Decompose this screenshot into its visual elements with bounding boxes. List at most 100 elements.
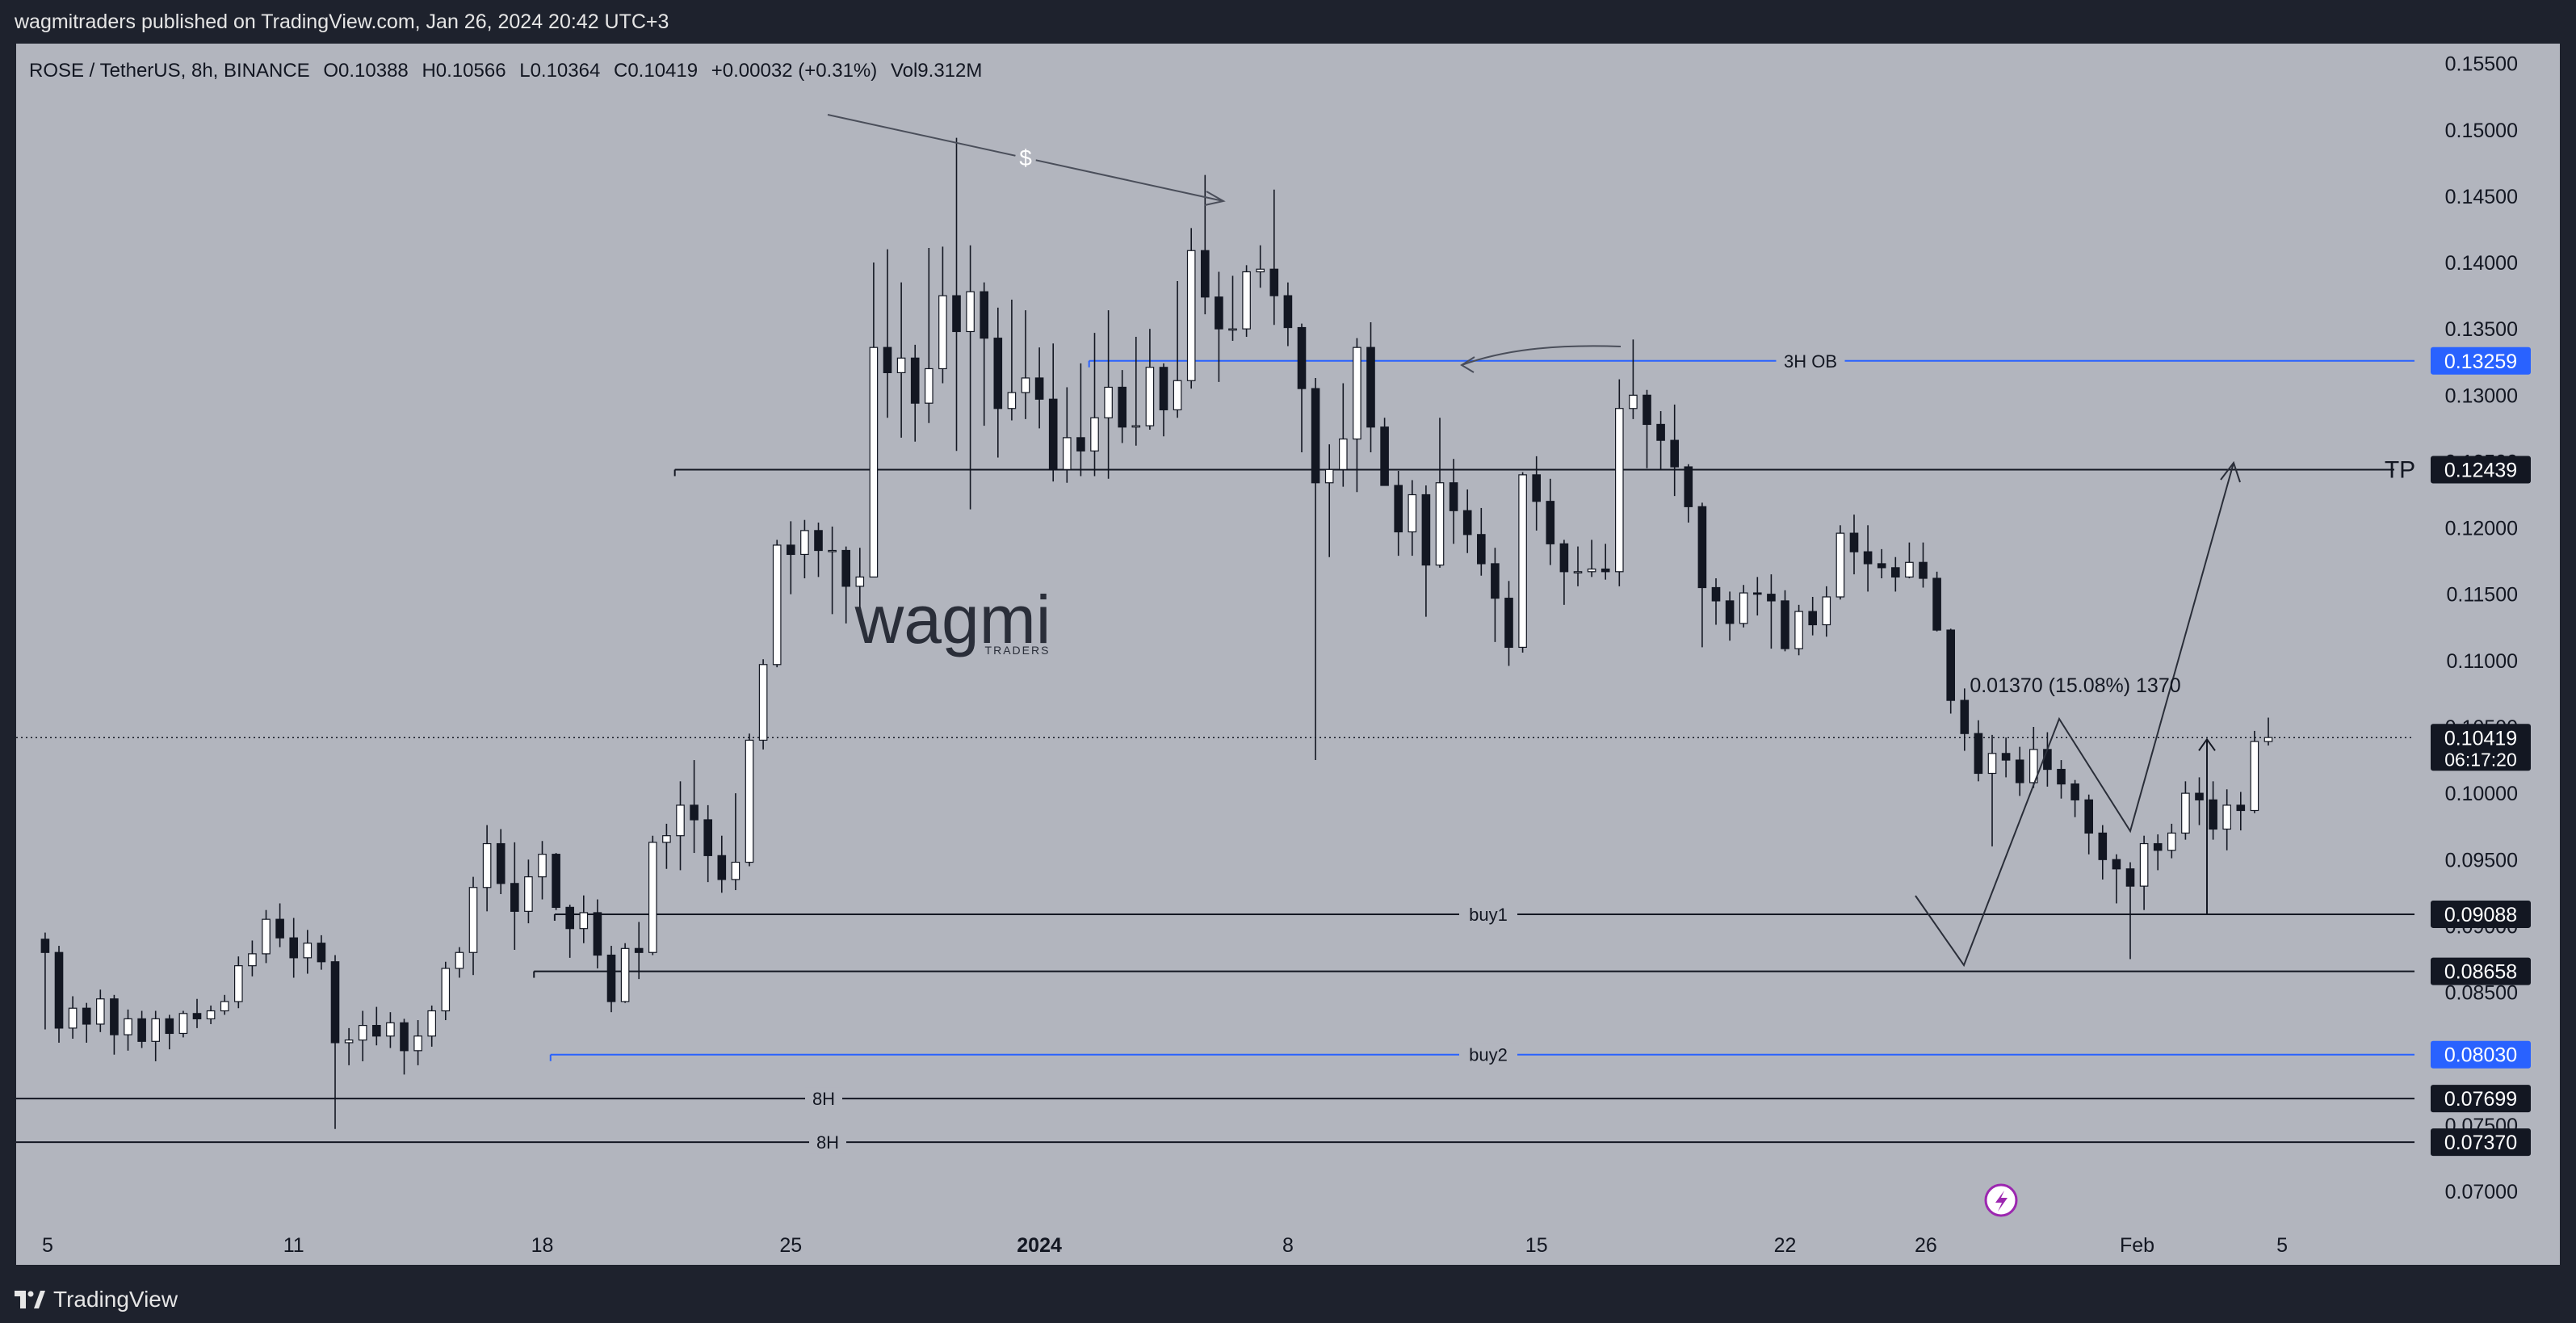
x-tick-label: 26: [1915, 1234, 1937, 1257]
tradingview-brand[interactable]: TradingView: [15, 1287, 178, 1312]
candle-body: [814, 530, 823, 552]
published-header: wagmitraders published on TradingView.co…: [0, 0, 2576, 44]
candle-body: [2236, 804, 2246, 812]
legend-close: C0.10419: [614, 60, 699, 82]
candlestick-chart[interactable]: 0.070000.075000.080000.085000.090000.095…: [16, 44, 2560, 1265]
candle-body: [1960, 699, 1970, 734]
candle-body: [1919, 561, 1928, 579]
tradingview-brand-text: TradingView: [53, 1287, 178, 1312]
legend-symbol[interactable]: ROSE / TetherUS, 8h, BINANCE: [29, 60, 310, 82]
candle-body: [1269, 268, 1279, 296]
candle-body: [552, 854, 560, 908]
candle-body: [482, 842, 492, 888]
candle-body: [468, 887, 478, 953]
candle-body: [925, 368, 933, 404]
candle-body: [869, 346, 879, 578]
candle-body: [1421, 494, 1431, 566]
y-tick-label: 0.13000: [2445, 384, 2518, 407]
price-tag-label: 0.07699: [2444, 1088, 2517, 1111]
candle-body: [1905, 561, 1914, 578]
candle-body: [1629, 394, 1638, 410]
candle-body: [1324, 468, 1334, 484]
legend-volume: Vol9.312M: [890, 60, 983, 82]
candle-body: [303, 943, 313, 959]
candle-body: [455, 951, 464, 969]
candle-body: [262, 918, 271, 955]
candle-body: [1048, 398, 1058, 470]
candle-body: [40, 939, 50, 953]
candle-body: [731, 861, 740, 880]
candle-body: [1104, 386, 1113, 418]
x-tick-label: 25: [779, 1234, 802, 1257]
candle-body: [358, 1024, 367, 1041]
price-tag-label: 0.12439: [2444, 459, 2517, 481]
legend-change: +0.00032 (+0.31%): [711, 60, 878, 82]
candle-body: [579, 912, 589, 930]
watermark-traders: TRADERS: [985, 644, 1051, 657]
y-tick-label: 0.10000: [2445, 783, 2518, 805]
candle-body: [1408, 494, 1417, 533]
candle-body: [1394, 485, 1403, 533]
candle-body: [2153, 842, 2163, 851]
candle-body: [593, 912, 602, 956]
candle-body: [1504, 598, 1513, 649]
candle-body: [841, 549, 851, 587]
chart-area[interactable]: 0.070000.075000.080000.085000.090000.095…: [16, 44, 2560, 1265]
candle-body: [68, 1007, 78, 1029]
x-tick-label: 5: [2276, 1234, 2288, 1257]
candle-body: [648, 842, 657, 953]
candle-body: [400, 1022, 409, 1052]
projection-arrowhead: [2220, 460, 2241, 483]
candle-body: [1573, 571, 1583, 573]
candle-body: [178, 1013, 188, 1035]
candle-body: [1863, 551, 1873, 565]
candle-body: [1063, 437, 1072, 470]
candle-body: [2263, 737, 2273, 742]
candle-body: [1587, 568, 1596, 573]
candle-body: [192, 1013, 202, 1019]
candle-body: [1228, 328, 1237, 331]
candle-body: [620, 947, 630, 1002]
candle-body: [1021, 377, 1030, 393]
candle-body: [758, 664, 768, 741]
measure-label: 0.01370 (15.08%) 1370: [1970, 674, 2180, 697]
candle-body: [1987, 753, 1997, 775]
price-tag: [2431, 957, 2531, 985]
candle-body: [1877, 563, 1886, 569]
candle-body: [1311, 388, 1320, 484]
symbol-legend: ROSE / TetherUS, 8h, BINANCE O0.10388 H0…: [29, 60, 990, 82]
candle-body: [96, 998, 105, 1025]
level-label: 8H: [816, 1132, 839, 1153]
candle-body: [54, 951, 64, 1029]
candle-body: [165, 1018, 174, 1035]
candle-body: [717, 855, 727, 880]
candle-body: [137, 1018, 146, 1042]
level-label-bg: [1459, 902, 1517, 926]
candle-body: [910, 357, 920, 404]
level-label: buy2: [1469, 1045, 1508, 1065]
candle-body: [1546, 501, 1555, 544]
candle-body: [1435, 482, 1445, 566]
candle-body: [1656, 423, 1665, 441]
candle-body: [124, 1018, 132, 1035]
price-tag-label: 0.08658: [2444, 961, 2517, 984]
x-tick-label: 11: [283, 1234, 304, 1257]
candle-body: [2084, 799, 2094, 834]
candle-body: [1753, 592, 1762, 595]
curved-arrowhead: [1460, 356, 1475, 373]
candle-body: [2001, 753, 2011, 761]
legend-open: O0.10388: [323, 60, 409, 82]
candle-body: [662, 835, 671, 843]
price-tag-label: 0.13259: [2444, 351, 2517, 373]
y-tick-label: 0.12000: [2445, 518, 2518, 540]
level-label: 8H: [812, 1089, 835, 1109]
candle-body: [330, 961, 340, 1044]
candle-body: [1836, 532, 1845, 598]
candle-body: [800, 530, 809, 556]
y-tick-label: 0.07000: [2445, 1181, 2518, 1203]
trend-arrowhead: [1204, 191, 1226, 206]
candle-body: [1339, 438, 1348, 470]
candle-body: [1849, 532, 1859, 552]
candle-body: [1380, 426, 1389, 486]
level-label-bg: [809, 1131, 846, 1154]
